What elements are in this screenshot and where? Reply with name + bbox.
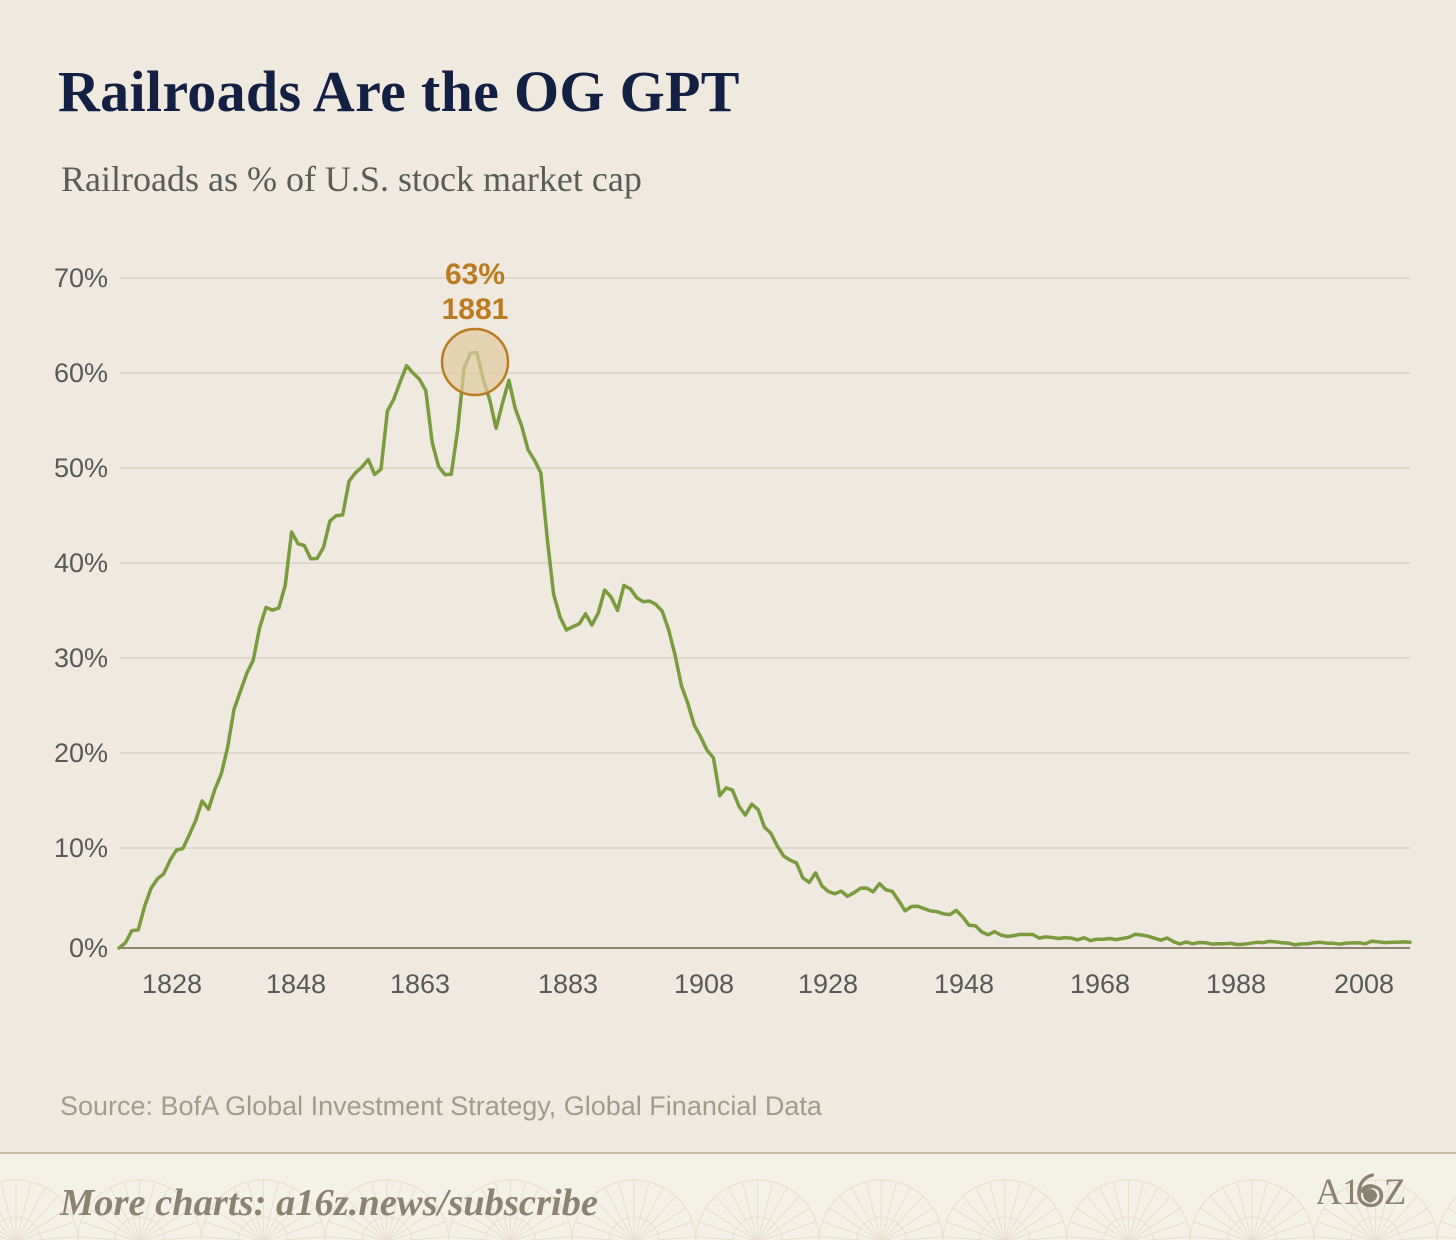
svg-text:2008: 2008: [1334, 969, 1394, 999]
svg-text:40%: 40%: [54, 548, 108, 578]
svg-text:1968: 1968: [1070, 969, 1130, 999]
svg-text:1883: 1883: [538, 969, 598, 999]
svg-text:1928: 1928: [798, 969, 858, 999]
svg-text:1988: 1988: [1206, 969, 1266, 999]
svg-text:A1: A1: [1317, 1171, 1360, 1212]
svg-text:1948: 1948: [934, 969, 994, 999]
svg-text:60%: 60%: [54, 358, 108, 388]
svg-text:30%: 30%: [54, 643, 108, 673]
svg-text:50%: 50%: [54, 453, 108, 483]
svg-text:1828: 1828: [142, 969, 202, 999]
svg-text:10%: 10%: [54, 833, 108, 863]
svg-text:1863: 1863: [390, 969, 450, 999]
svg-text:1848: 1848: [266, 969, 326, 999]
svg-text:Z: Z: [1384, 1171, 1406, 1212]
svg-text:20%: 20%: [54, 738, 108, 768]
svg-text:70%: 70%: [54, 263, 108, 293]
svg-text:1908: 1908: [674, 969, 734, 999]
svg-text:0%: 0%: [69, 933, 108, 963]
svg-text:1881: 1881: [442, 293, 509, 326]
svg-text:63%: 63%: [445, 258, 505, 291]
